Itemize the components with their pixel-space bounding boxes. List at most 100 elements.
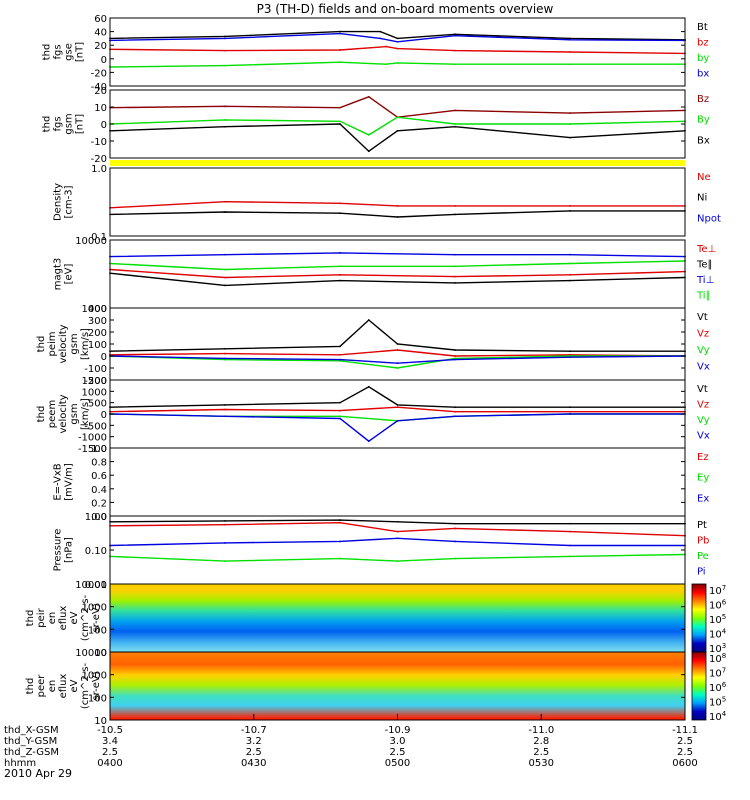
y-axis-label: (cm^2-s- — [80, 594, 91, 641]
y-axis-label: peim — [47, 331, 58, 356]
y-tick-label: 1000 — [82, 603, 107, 614]
data-point-Bt — [396, 37, 399, 40]
data-point-By — [569, 123, 571, 125]
data-point-Pb — [569, 530, 571, 533]
data-point-Vz — [569, 410, 571, 413]
series-line-Ti⊥ — [109, 252, 686, 258]
colorbar-peer_eflux — [691, 651, 707, 721]
data-point-Vt — [339, 345, 341, 348]
data-point-Te∥ — [569, 279, 571, 282]
data-point-Pi — [339, 540, 341, 543]
data-point-Vx — [339, 417, 341, 420]
data-point-Vz — [224, 352, 226, 355]
series-line-Vx — [109, 355, 686, 364]
legend-entry-0: Ne — [697, 172, 711, 183]
data-point-Bx — [339, 123, 341, 125]
y-axis-label: [nT] — [75, 114, 86, 134]
data-point-Vz — [454, 410, 456, 413]
data-point-Ne — [396, 205, 399, 207]
spectrogram-peir_eflux — [110, 584, 685, 652]
x-tick-label: 2.5 — [390, 747, 406, 758]
legend-entry-3: Pi — [697, 567, 706, 578]
x-tick-label: 2.5 — [246, 747, 262, 758]
data-point-Vt — [454, 349, 456, 351]
data-point-Bx — [367, 150, 370, 153]
data-point-Bx — [396, 129, 399, 132]
legend-entry-2: Vy — [697, 415, 710, 426]
legend-entry-1: Te∥ — [696, 260, 713, 271]
data-point-Te∥ — [339, 279, 341, 282]
panel-fgs: Bt bz by bx 60 40 20 0 -20 -40 thd fgs gse [nT] — [42, 14, 710, 93]
y-tick-label: 400 — [88, 304, 107, 315]
data-point-Ti∥ — [569, 262, 571, 265]
data-point-Ni — [396, 216, 399, 218]
y-tick-label: 1.0 — [91, 164, 107, 175]
y-axis-label: [mV/m] — [64, 463, 75, 501]
y-tick-label: 10000 — [75, 580, 107, 591]
data-point-Ne — [224, 200, 226, 203]
x-axis-row-label: thd_Y-GSM — [4, 736, 57, 747]
x-tick-label: 2.5 — [677, 736, 693, 747]
data-point-Vx — [224, 357, 226, 360]
y-tick-label: -20 — [91, 68, 107, 79]
data-point-Pt — [339, 519, 341, 521]
x-axis-row-label: hhmm — [4, 758, 36, 769]
y-axis-label: sr-eV) — [91, 603, 102, 632]
y-tick-label: 10000 — [75, 236, 107, 247]
data-point-Pe — [396, 560, 399, 563]
data-point-Bx — [569, 136, 571, 139]
colorbar-tick-label: 106 — [709, 681, 727, 694]
y-tick-label: 0.0 — [91, 512, 107, 523]
date-label: 2010 Apr 29 — [4, 767, 72, 780]
y-axis-label: thd — [36, 406, 47, 423]
data-point-by — [569, 63, 571, 66]
data-point-Vt — [367, 319, 370, 321]
legend-entry-2: by — [697, 53, 709, 64]
legend-entry-2: Npot — [697, 213, 721, 224]
legend-entry-3: Vx — [697, 431, 710, 442]
legend-entry-2: Bx — [697, 135, 710, 146]
y-axis-label: thd — [42, 116, 53, 133]
y-axis-label: peir — [36, 607, 47, 627]
y-tick-label: 40 — [94, 28, 107, 39]
data-point-Vt — [224, 347, 226, 350]
y-axis-label: peer — [36, 674, 47, 698]
series-line-Pb — [109, 521, 686, 537]
data-point-Vx — [367, 440, 370, 443]
y-axis-label: gsm — [69, 403, 80, 424]
series-line-Vy — [109, 413, 685, 422]
data-point-Vt — [396, 343, 399, 345]
y-tick-label: -100 — [84, 364, 107, 375]
x-tick-label: -10.7 — [241, 725, 267, 736]
y-axis-label: peem — [47, 400, 58, 428]
colorbar-tick-label: 107 — [709, 667, 726, 680]
data-point-Ne — [339, 202, 341, 205]
data-point-by — [224, 64, 226, 67]
series-line-Ni — [109, 210, 685, 218]
data-point-Vz — [224, 408, 226, 411]
y-tick-label: 0.4 — [91, 485, 107, 496]
panel-efield: Ez Ey Ex 1.0 0.8 0.6 0.4 0.2 0.0 E=-VxB [mV/m] — [53, 444, 710, 523]
data-point-Pe — [339, 557, 341, 560]
legend-entry-0: Vt — [697, 384, 708, 395]
series-line-Ti∥ — [109, 260, 686, 271]
y-axis-label: thd — [25, 610, 36, 627]
series-line-Ne — [109, 200, 685, 209]
y-axis-label: gse — [64, 43, 75, 61]
data-point-by — [385, 63, 387, 66]
data-point-Vt — [569, 406, 571, 409]
y-tick-label: -20 — [91, 154, 107, 165]
legend-entry-1: Ey — [697, 473, 709, 484]
data-point-Pb — [396, 530, 399, 533]
legend-entry-1: By — [697, 115, 710, 126]
series-line-Bt — [109, 30, 686, 41]
panel-frame — [109, 17, 686, 87]
y-tick-label: 1000 — [82, 671, 107, 682]
x-tick-label: 0530 — [529, 758, 554, 769]
data-point-By — [367, 133, 370, 136]
legend-entry-2: Ti⊥ — [696, 275, 714, 286]
data-point-Pi — [569, 544, 571, 547]
data-point-Pt — [569, 522, 571, 525]
